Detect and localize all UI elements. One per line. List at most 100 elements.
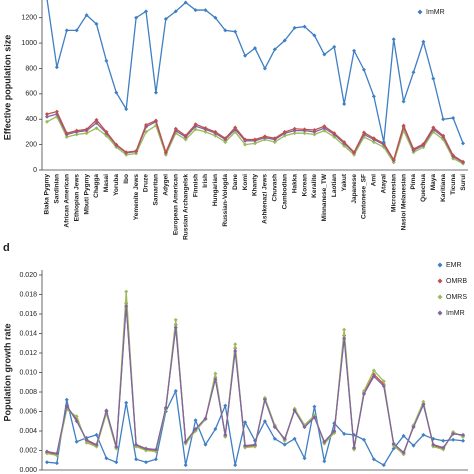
point (163, 405, 168, 410)
point (361, 67, 366, 72)
x-tick-label: Cambodian (281, 174, 288, 209)
x-tick-label: Hakka (291, 174, 298, 194)
point (342, 431, 347, 436)
x-tick-label: Masai (103, 174, 110, 192)
x-tick-label: Surui (460, 174, 467, 191)
point (104, 129, 109, 134)
point (411, 147, 416, 152)
point (282, 133, 287, 138)
point (332, 44, 337, 49)
point (451, 115, 456, 120)
point (84, 13, 89, 18)
point (332, 429, 337, 433)
x-tick-label: Minnanese_TW (321, 173, 328, 221)
point (451, 431, 456, 436)
point (282, 436, 287, 441)
point (46, 0, 48, 1)
point (401, 450, 406, 455)
x-tick-label: Mbuti Pygmy (83, 174, 90, 215)
point (173, 126, 178, 131)
y-tick-label: 200 (25, 141, 37, 148)
point (94, 126, 99, 131)
point (64, 131, 69, 136)
point (94, 442, 99, 447)
x-tick-label: Finnish (192, 174, 199, 197)
point (411, 425, 416, 430)
point (441, 445, 446, 450)
plot-area (44, 289, 466, 468)
x-tick-label: Yemenite Jews (133, 174, 140, 221)
x-tick-label: Chuvash (272, 174, 279, 201)
point (144, 9, 149, 14)
x-tick-label: Irish (202, 174, 209, 188)
x-tick-label: Samaritan (153, 174, 160, 205)
point (381, 463, 386, 468)
point (292, 126, 297, 131)
point (461, 432, 466, 437)
point (64, 403, 69, 408)
point (401, 99, 406, 104)
x-tick-label: Russian Archangelsk (182, 174, 189, 240)
point (302, 425, 307, 430)
legend-marker (437, 278, 443, 284)
point (183, 133, 188, 138)
point (193, 418, 198, 423)
point (223, 28, 228, 33)
point (352, 48, 357, 53)
y-tick-label: 0.004 (19, 428, 37, 435)
point (124, 150, 129, 155)
point (213, 133, 218, 138)
point (431, 125, 436, 130)
point (163, 16, 168, 21)
point (411, 443, 416, 448)
point (114, 142, 119, 147)
point (84, 437, 89, 442)
point (292, 436, 297, 441)
y-tick-label: 0.012 (19, 350, 37, 357)
point (44, 460, 49, 465)
point (243, 137, 248, 142)
point (371, 140, 376, 145)
point (401, 433, 406, 438)
legend-label: ImMR (446, 310, 465, 317)
point (371, 368, 376, 373)
x-tick-label: Dane (232, 174, 239, 190)
x-tick-label: Russian-Vologda (222, 174, 229, 227)
x-tick-label: Ibo (123, 174, 130, 184)
point (233, 342, 238, 347)
y-tick-label: 1200 (21, 15, 37, 22)
y-tick-label: 0.008 (19, 389, 37, 396)
point (302, 131, 307, 136)
point (233, 125, 238, 130)
legend-label: OMRS (446, 294, 467, 301)
x-tick-label: Ticuna (450, 174, 457, 195)
point (144, 460, 149, 465)
point (322, 52, 327, 57)
point (94, 117, 99, 122)
y-axis-title: Population growth rate (2, 324, 12, 422)
point (114, 444, 119, 449)
point (391, 446, 396, 451)
point (282, 129, 287, 134)
point (292, 408, 297, 413)
point (421, 39, 426, 44)
point (342, 140, 347, 145)
point (233, 29, 238, 34)
y-tick-label: 800 (25, 65, 37, 72)
point (74, 414, 79, 419)
point (322, 459, 327, 464)
point (203, 8, 208, 13)
y-tick-label: 0.006 (19, 408, 37, 415)
point (431, 442, 436, 447)
series-line (46, 388, 464, 467)
x-tick-label: Komi (242, 174, 249, 190)
x-tick-label: Yoruba (113, 174, 120, 196)
point (312, 132, 317, 137)
point (213, 15, 218, 20)
point (54, 109, 59, 114)
y-axis-title: Effective population size (2, 35, 12, 141)
x-tick-label: Hungarian (212, 174, 219, 206)
point (193, 427, 198, 432)
point (193, 8, 198, 13)
point (74, 439, 79, 444)
